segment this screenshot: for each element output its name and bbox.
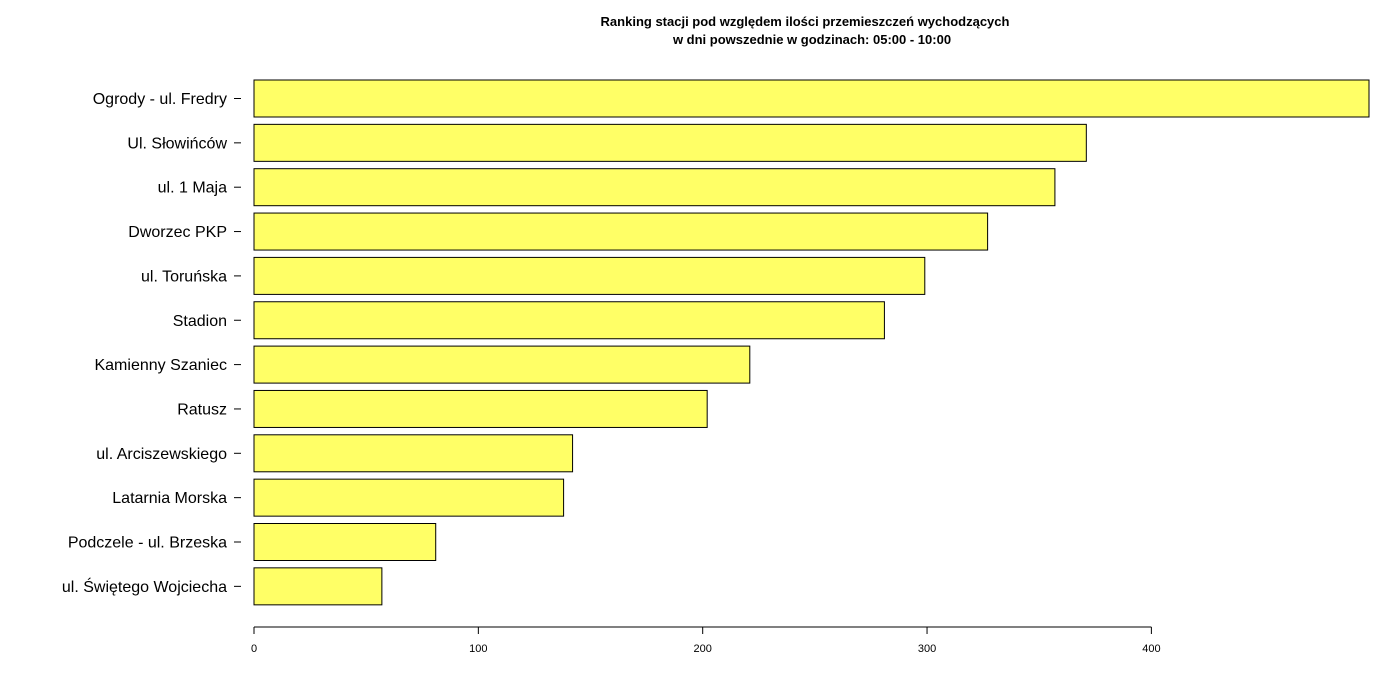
category-label: Ogrody - ul. Fredry xyxy=(93,91,227,108)
category-label: Podczele - ul. Brzeska xyxy=(68,535,227,552)
category-label: ul. Świętego Wojciecha xyxy=(62,577,227,596)
category-label: Kamienny Szaniec xyxy=(94,357,227,374)
x-tick-label: 0 xyxy=(251,643,257,655)
category-label: Dworzec PKP xyxy=(128,224,227,241)
bar xyxy=(253,567,383,606)
category-label: Stadion xyxy=(173,313,227,330)
chart-title-line-1: Ranking stacji pod względem ilości przem… xyxy=(601,14,1010,29)
bars-group xyxy=(253,79,1370,606)
chart-title-line-2: w dni powszednie w godzinach: 05:00 - 10… xyxy=(672,32,951,47)
x-tick-label: 100 xyxy=(469,643,487,655)
category-label: Ratusz xyxy=(177,401,227,418)
bar xyxy=(253,389,708,428)
x-tick-label: 400 xyxy=(1142,643,1160,655)
bar xyxy=(253,434,574,473)
bar xyxy=(253,212,989,251)
x-tick-label: 200 xyxy=(694,643,712,655)
bar xyxy=(253,256,926,295)
category-label: ul. Toruńska xyxy=(141,268,227,285)
bar xyxy=(253,478,565,517)
category-label: ul. 1 Maja xyxy=(158,180,227,197)
bar xyxy=(253,523,437,561)
bar xyxy=(253,123,1087,162)
bar xyxy=(253,345,751,384)
category-label: ul. Arciszewskiego xyxy=(96,446,227,463)
bar xyxy=(253,79,1370,118)
bar xyxy=(253,168,1056,207)
category-labels-group: Ogrody - ul. Fredry Ul. Słowińców ul. 1 Ma… xyxy=(62,91,241,596)
x-tick-label: 300 xyxy=(918,643,936,655)
x-axis: 0 100 200 300 400 xyxy=(251,626,1161,655)
category-label: Ul. Słowińców xyxy=(127,135,227,152)
category-label: Latarnia Morska xyxy=(112,490,227,507)
bar xyxy=(253,301,885,340)
